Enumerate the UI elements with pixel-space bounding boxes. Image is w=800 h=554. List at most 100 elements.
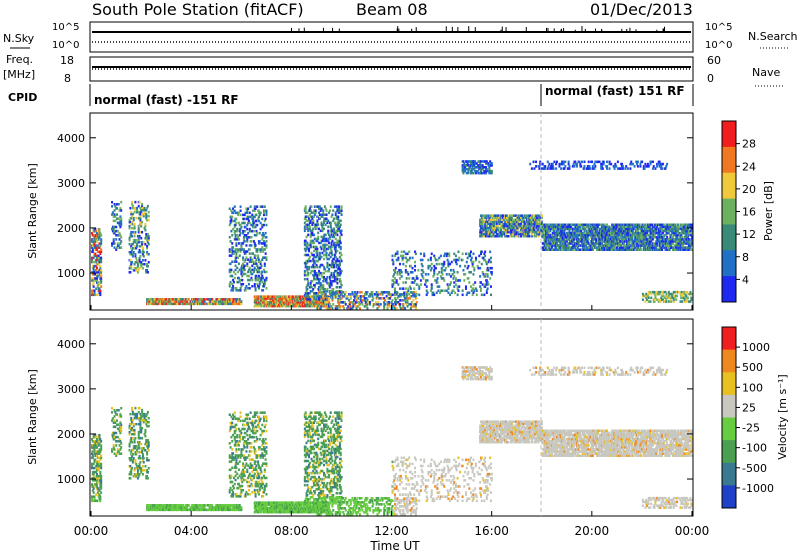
power-cell	[323, 267, 326, 271]
power-cell	[599, 233, 602, 237]
power-cell	[445, 289, 448, 292]
power-cell	[296, 295, 299, 298]
power-cell	[548, 242, 551, 245]
power-cell	[515, 214, 518, 217]
power-cell	[308, 225, 311, 229]
power-cell	[254, 286, 257, 290]
power-cell	[485, 226, 488, 230]
power-cell	[542, 229, 545, 233]
power-cell	[316, 221, 319, 225]
power-cell	[485, 279, 488, 282]
power-cell	[308, 223, 311, 227]
power-cell	[479, 285, 482, 288]
power-cell	[586, 233, 589, 237]
power-cell	[115, 238, 118, 241]
power-cell	[468, 291, 471, 295]
power-cell	[616, 240, 619, 243]
power-cell	[328, 283, 331, 287]
power-cell	[517, 224, 520, 228]
power-cell	[405, 277, 408, 280]
power-cell	[433, 273, 436, 276]
power-cell	[323, 221, 326, 225]
freq-tick-top: 18	[60, 54, 74, 67]
power-cell	[245, 284, 248, 288]
power-cell	[239, 278, 242, 282]
power-cell	[146, 240, 149, 244]
power-cell	[611, 229, 614, 233]
power-cell	[114, 215, 117, 218]
power-cell	[243, 260, 246, 264]
power-cell	[413, 281, 416, 284]
power-cell	[549, 248, 552, 251]
power-cell	[250, 236, 253, 239]
power-cell	[311, 211, 314, 214]
power-cell	[93, 234, 96, 237]
power-cell	[243, 221, 246, 225]
power-cell	[100, 248, 103, 251]
power-cell	[492, 232, 495, 236]
power-cell	[485, 283, 488, 286]
power-cell	[265, 213, 268, 217]
power-cell	[234, 268, 237, 272]
power-cell	[338, 267, 341, 271]
power-cell	[414, 303, 417, 306]
power-cell	[256, 231, 259, 235]
power-cell	[414, 291, 417, 294]
power-cell	[112, 238, 115, 241]
power-cell	[419, 279, 422, 282]
power-cell	[323, 271, 326, 275]
power-cell	[471, 166, 474, 169]
power-cell	[152, 302, 155, 306]
power-cell	[342, 305, 345, 308]
power-cell	[265, 223, 268, 227]
power-cell	[530, 224, 533, 228]
power-cell	[434, 279, 437, 282]
power-cell	[139, 218, 142, 222]
power-cell	[339, 285, 342, 289]
power-cell	[606, 223, 609, 227]
power-cell	[231, 242, 234, 245]
power-cell	[304, 207, 307, 210]
power-cell	[232, 280, 235, 284]
beam-label: Beam 08	[356, 0, 428, 19]
power-cell	[333, 233, 336, 237]
power-cell	[394, 266, 397, 270]
power-cell	[466, 162, 469, 165]
power-cell	[479, 275, 482, 278]
nave-label: Nave	[752, 66, 780, 79]
power-cell	[471, 164, 474, 167]
power-cell	[470, 256, 473, 260]
power-cell	[450, 260, 453, 264]
power-cell	[242, 238, 245, 241]
date-label: 01/Dec/2013	[590, 0, 693, 19]
power-cell	[96, 293, 99, 297]
power-cell	[553, 229, 556, 233]
power-cell	[256, 248, 259, 251]
power-cell	[487, 230, 490, 234]
power-cell	[117, 203, 120, 206]
power-cell	[479, 169, 482, 173]
power-cell	[309, 304, 312, 308]
power-cell	[340, 295, 343, 298]
power-cell	[438, 285, 441, 288]
power-cell	[216, 302, 219, 306]
power-cell	[354, 305, 357, 308]
power-cell	[591, 240, 594, 243]
power-cell	[97, 271, 100, 274]
power-cell	[237, 236, 240, 239]
power-cell	[388, 303, 391, 306]
power-cell	[91, 271, 94, 274]
power-cell	[440, 271, 443, 274]
power-cell	[132, 250, 135, 254]
power-cell	[317, 293, 320, 296]
power-cell	[306, 261, 309, 265]
power-cell	[404, 252, 407, 256]
power-cell	[246, 262, 249, 266]
power-cell	[484, 171, 487, 175]
power-cell	[257, 242, 260, 245]
power-cell	[247, 215, 250, 219]
power-cell	[136, 258, 139, 262]
power-cell	[480, 228, 483, 232]
power-cell	[448, 254, 451, 258]
power-cell	[480, 250, 483, 254]
